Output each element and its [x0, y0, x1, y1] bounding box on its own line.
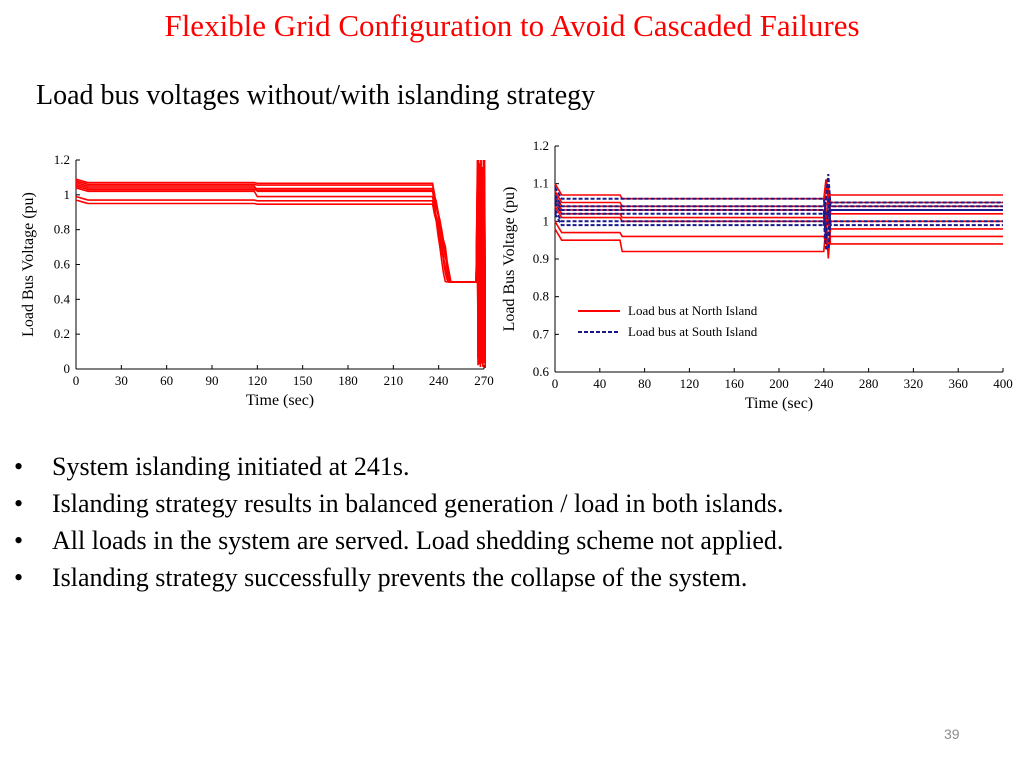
x-tick-label: 280	[859, 376, 879, 391]
x-tick-label: 400	[993, 376, 1013, 391]
bullet-text: System islanding initiated at 241s.	[52, 452, 410, 481]
north-island-line	[554, 220, 1003, 251]
legend-label: Load bus at North Island	[628, 303, 758, 318]
y-tick-label: 0.8	[533, 289, 549, 304]
bullet-list: • System islanding initiated at 241s. • Is…	[14, 448, 783, 596]
south-island-line	[554, 209, 1003, 251]
bullet-dot: •	[14, 489, 24, 518]
bullet-item: • All loads in the system are served. Loa…	[14, 522, 783, 559]
bullet-dot: •	[14, 563, 24, 592]
voltage-line	[75, 159, 486, 367]
south-island-line	[554, 174, 1003, 208]
y-tick-label: 0.7	[533, 326, 550, 341]
page-number: 39	[944, 726, 960, 742]
x-tick-label: 320	[904, 376, 924, 391]
y-tick-label: 0.4	[54, 291, 71, 306]
y-tick-label: 1.2	[533, 138, 549, 153]
x-tick-label: 80	[638, 376, 651, 391]
north-island-line	[554, 218, 1003, 253]
slide-title: Flexible Grid Configuration to Avoid Cas…	[164, 8, 860, 43]
bullet-text: All loads in the system are served. Load…	[52, 526, 784, 555]
x-tick-label: 30	[115, 373, 128, 388]
x-tick-label: 120	[248, 373, 268, 388]
y-tick-label: 1.2	[54, 152, 70, 167]
y-tick-label: 0.6	[54, 257, 71, 272]
y-axis-title: Load Bus Voltage (pu)	[501, 187, 518, 332]
x-tick-label: 60	[160, 373, 173, 388]
bullet-dot: •	[14, 452, 24, 481]
y-tick-label: 1	[543, 213, 550, 228]
x-tick-label: 240	[814, 376, 834, 391]
y-axis-title: Load Bus Voltage (pu)	[20, 192, 37, 337]
x-tick-label: 0	[73, 373, 80, 388]
north-island-line	[554, 202, 1003, 252]
x-tick-label: 90	[206, 373, 219, 388]
north-island-line	[554, 179, 1003, 200]
x-tick-label: 210	[384, 373, 404, 388]
bullet-text: Islanding strategy results in balanced g…	[52, 489, 784, 518]
x-tick-label: 160	[724, 376, 744, 391]
x-tick-label: 180	[338, 373, 358, 388]
slide-subtitle: Load bus voltages without/with islanding…	[36, 80, 596, 111]
legend-label: Load bus at South Island	[628, 324, 758, 339]
x-axis-title: Time (sec)	[246, 392, 314, 409]
x-tick-label: 120	[680, 376, 700, 391]
x-tick-label: 0	[552, 376, 559, 391]
chart-without-islanding: 0 30 60 90 120 150 180 210 240 270 0 0.2 0.4 0.6 0.8 1 1…	[20, 152, 494, 409]
bullet-item: • System islanding initiated at 241s.	[14, 448, 783, 485]
bullet-item: • Islanding strategy successfully prevent…	[14, 559, 783, 596]
x-tick-label: 270	[474, 373, 494, 388]
y-tick-label: 0.6	[533, 364, 550, 379]
x-tick-label: 240	[429, 373, 449, 388]
bullet-dot: •	[14, 526, 24, 555]
north-island-line	[554, 186, 1003, 230]
x-tick-label: 150	[293, 373, 313, 388]
south-island-line	[554, 186, 1003, 219]
x-axis-title: Time (sec)	[745, 395, 813, 412]
x-tick-label: 200	[769, 376, 789, 391]
south-island-line	[554, 195, 1003, 227]
y-tick-label: 0	[64, 361, 71, 376]
bullet-item: • Islanding strategy results in balanced …	[14, 485, 783, 522]
y-tick-label: 0.9	[533, 251, 549, 266]
bullet-text: Islanding strategy successfully prevents…	[52, 563, 748, 592]
chart-with-islanding: 0 40 80 120 160 200 240 280 320 360 400 0.6 0.7 0.8 0.…	[501, 138, 1013, 412]
y-tick-label: 0.2	[54, 326, 70, 341]
x-tick-label: 360	[948, 376, 968, 391]
y-tick-label: 1	[64, 187, 71, 202]
y-tick-label: 0.8	[54, 222, 70, 237]
y-tick-label: 1.1	[533, 176, 549, 191]
x-tick-label: 40	[593, 376, 606, 391]
south-island-line	[554, 201, 1003, 238]
